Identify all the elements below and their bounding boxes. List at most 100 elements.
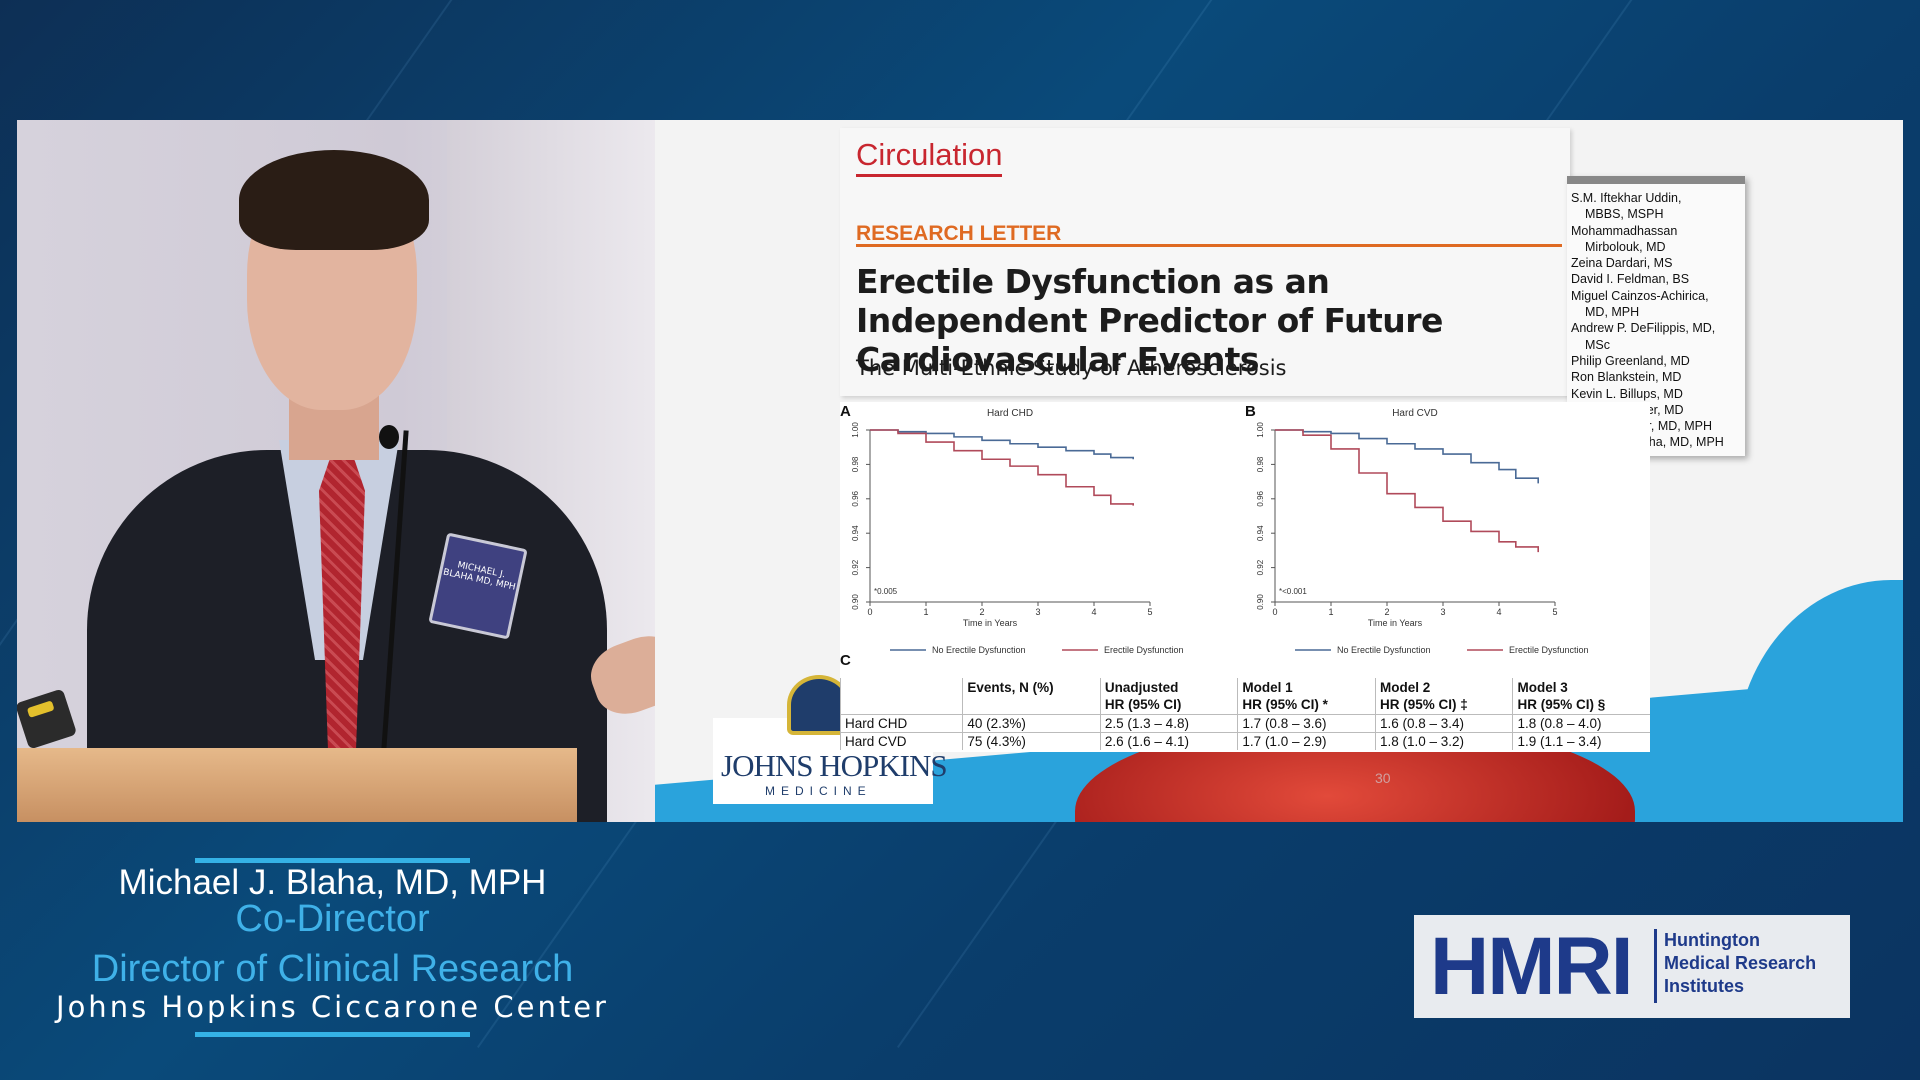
x-tick-label: 5 xyxy=(1552,607,1557,617)
x-tick-label: 3 xyxy=(1035,607,1040,617)
author-line: Philip Greenland, MD xyxy=(1571,353,1690,368)
table-cell: 1.8 (1.0 – 3.2) xyxy=(1374,732,1513,750)
author-line: Kevin L. Billups, MD xyxy=(1571,386,1683,401)
johns-hopkins-logo-text: JOHNS HOPKINS xyxy=(721,748,948,783)
author-line: MD, MPH xyxy=(1585,305,1640,320)
speaker-name: Michael J. Blaha, MD, MPH xyxy=(118,863,547,902)
y-tick-label: 0.92 xyxy=(851,559,860,575)
x-tick-label: 0 xyxy=(867,607,872,617)
table-row: Hard CHD 40 (2.3%) 2.5 (1.3 – 4.8) 1.7 (0.8… xyxy=(839,714,1650,733)
table-header-cell: Model 3 HR (95% CI) § xyxy=(1512,678,1650,715)
author-line: S.M. Iftekhar Uddin, xyxy=(1571,191,1682,205)
legend-label: Erectile Dysfunction xyxy=(1104,645,1184,655)
km-charts: A Hard CHD 0 1 2 3 4 5 0.90 0.92 0.94 0.96 0.98 1.00 T… xyxy=(840,403,1589,655)
speaker-hair xyxy=(239,150,429,250)
y-tick-label: 1.00 xyxy=(1256,422,1265,438)
hazard-ratio-table: Events, N (%) Unadjusted HR (95% CI) Model … xyxy=(839,678,1650,750)
x-tick-label: 1 xyxy=(923,607,928,617)
table-cell: 40 (2.3%) xyxy=(962,714,1101,733)
speaker-role-1: Co-Director xyxy=(235,898,430,940)
x-tick-label: 5 xyxy=(1147,607,1152,617)
paper-header: Circulation RESEARCH LETTER Erectile Dys… xyxy=(840,128,1570,396)
johns-hopkins-logo-sub: MEDICINE xyxy=(765,784,872,798)
table-cell: 2.6 (1.6 – 4.1) xyxy=(1099,732,1238,750)
km-series-line xyxy=(870,429,1134,506)
section-label: RESEARCH LETTER xyxy=(856,222,1062,245)
section-rule xyxy=(856,244,1562,247)
table-cell: Hard CHD xyxy=(839,714,963,733)
table-header-cell: Model 2 HR (95% CI) ‡ xyxy=(1374,678,1513,715)
table-header-line: HR (95% CI) ‡ xyxy=(1379,697,1468,712)
legend-label: No Erectile Dysfunction xyxy=(932,645,1026,655)
km-series-line xyxy=(1275,429,1539,484)
speaker-video: MICHAEL J. BLAHA MD, MPH xyxy=(17,120,655,822)
author-line: MBBS, MSPH xyxy=(1585,207,1664,222)
y-tick-label: 0.92 xyxy=(1256,559,1265,575)
x-tick-label: 4 xyxy=(1091,607,1096,617)
table-header-line: Events, N (%) xyxy=(967,680,1054,695)
table-cell: Hard CVD xyxy=(839,732,963,750)
legend-label: No Erectile Dysfunction xyxy=(1337,645,1431,655)
panel-letter: B xyxy=(1245,403,1256,420)
table-header-line: Unadjusted xyxy=(1104,680,1179,695)
x-tick-label: 2 xyxy=(1384,607,1389,617)
speaker-organization: Johns Hopkins Ciccarone Center xyxy=(56,990,609,1024)
bg-number: 30 xyxy=(1375,770,1391,786)
figure: A Hard CHD 0 1 2 3 4 5 0.90 0.92 0.94 0.96 0.98 1.00 T… xyxy=(839,402,1650,752)
author-line: David I. Feldman, BS xyxy=(1571,272,1690,287)
y-tick-label: 0.90 xyxy=(851,594,860,610)
table-header-line: Model 3 xyxy=(1517,680,1568,695)
hmri-logo-letters: HMRI xyxy=(1430,921,1634,1012)
x-tick-label: 3 xyxy=(1440,607,1445,617)
table-cell: 1.8 (0.8 – 4.0) xyxy=(1512,714,1650,733)
y-tick-label: 0.96 xyxy=(1256,490,1265,506)
y-tick-label: 0.94 xyxy=(1256,525,1265,541)
table-cell: 2.5 (1.3 – 4.8) xyxy=(1099,714,1238,733)
journal-name: Circulation xyxy=(856,136,1003,177)
speaker-role-2: Director of Clinical Research xyxy=(91,948,574,990)
slide-bg-corner xyxy=(1735,580,1903,822)
paper-subtitle: The Multi-Ethnic Study of Atherosclerosi… xyxy=(856,356,1287,380)
author-line: Zeina Dardari, MS xyxy=(1571,256,1673,271)
clicker-icon xyxy=(17,688,78,750)
presentation-slide: 30 JOHNS HOPKINS MEDICINE Circulation RE… xyxy=(655,120,1903,822)
p-value-annotation: *<0.001 xyxy=(1279,587,1307,596)
table-header-line: HR (95% CI) § xyxy=(1517,697,1606,712)
lower-third-bottom-bar xyxy=(195,1032,470,1037)
table-row: Hard CVD 75 (4.3%) 2.6 (1.6 – 4.1) 1.7 (1.0… xyxy=(839,732,1650,750)
author-line: Miguel Cainzos-Achirica, xyxy=(1571,288,1709,303)
hmri-line-3: Institutes xyxy=(1664,976,1745,996)
hmri-line-1: Huntington xyxy=(1664,930,1760,950)
chart-title: Hard CVD xyxy=(1392,408,1438,419)
table-cell: 1.6 (0.8 – 3.4) xyxy=(1374,714,1513,733)
x-tick-label: 4 xyxy=(1496,607,1501,617)
author-line: Andrew P. DeFilippis, MD, xyxy=(1571,321,1716,336)
y-tick-label: 0.98 xyxy=(851,456,860,472)
table-header-cell: Unadjusted HR (95% CI) xyxy=(1099,678,1238,715)
p-value-annotation: *0.005 xyxy=(874,587,898,596)
y-tick-label: 0.98 xyxy=(1256,456,1265,472)
podium xyxy=(17,748,577,822)
author-line: Mirbolouk, MD xyxy=(1585,239,1666,254)
table-header-line: Model 2 xyxy=(1379,680,1431,695)
x-axis-label: Time in Years xyxy=(963,618,1018,628)
y-tick-label: 0.94 xyxy=(851,525,860,541)
table-cell: 1.9 (1.1 – 3.4) xyxy=(1512,732,1650,750)
table-header-cell xyxy=(839,678,963,715)
x-tick-label: 2 xyxy=(979,607,984,617)
x-tick-label: 0 xyxy=(1272,607,1277,617)
table-header-cell: Model 1 HR (95% CI) * xyxy=(1237,678,1376,715)
table-cell: 1.7 (1.0 – 2.9) xyxy=(1237,732,1376,750)
hmri-logo-divider xyxy=(1654,929,1657,1003)
hmri-logo: HMRI Huntington Medical Research Institu… xyxy=(1414,915,1850,1018)
table-header-line: HR (95% CI) * xyxy=(1242,697,1328,712)
panel-letter: A xyxy=(840,403,851,420)
table-header-line: Model 1 xyxy=(1242,680,1293,695)
hmri-line-2: Medical Research xyxy=(1664,953,1817,973)
lower-third-top-bar xyxy=(195,858,470,863)
x-axis-label: Time in Years xyxy=(1368,618,1423,628)
y-tick-label: 0.90 xyxy=(1256,594,1265,610)
legend-label: Erectile Dysfunction xyxy=(1509,645,1589,655)
table-header-cell: Events, N (%) xyxy=(962,678,1101,715)
panel-letter-c: C xyxy=(840,652,851,669)
